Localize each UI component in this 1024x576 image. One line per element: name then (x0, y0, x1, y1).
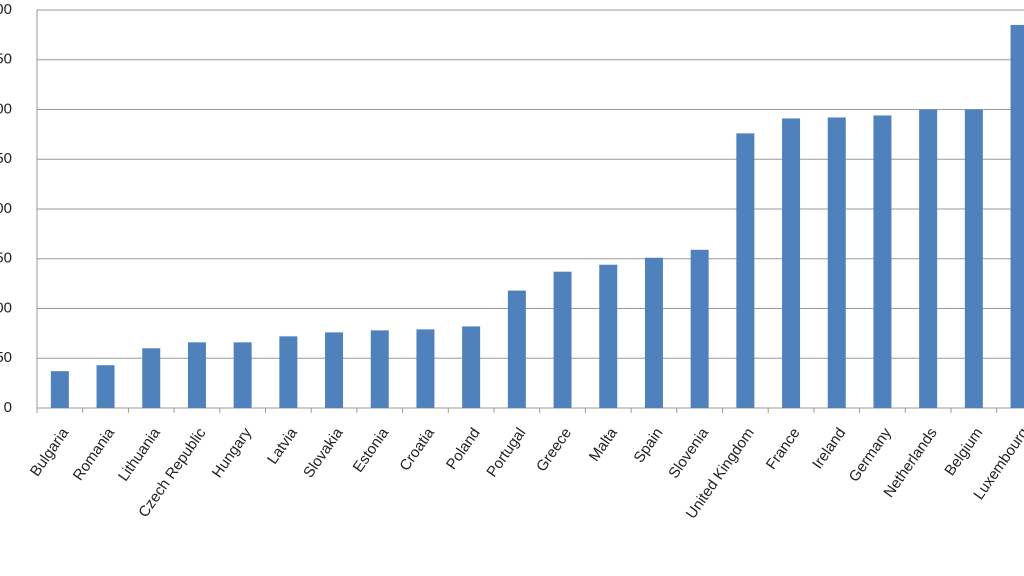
bar (507, 290, 526, 408)
y-tick-label: 350 (0, 51, 12, 68)
x-tick-label: Slovakia (300, 424, 347, 481)
bar (553, 271, 572, 408)
bar (416, 329, 435, 408)
x-tick-label: Ireland (809, 425, 849, 472)
bar (599, 264, 618, 408)
x-tick-label: France (763, 425, 804, 473)
bar (50, 371, 69, 408)
x-tick-label: Hungary (209, 424, 256, 481)
x-tick-label: Malta (586, 424, 621, 464)
bar (325, 332, 344, 408)
y-tick-label: 300 (0, 100, 12, 117)
bar (690, 249, 709, 408)
y-tick-label: 400 (0, 1, 12, 18)
bar (142, 348, 161, 408)
x-tick-label: Croatia (396, 424, 438, 474)
bar (279, 336, 298, 408)
bar (1010, 24, 1024, 409)
x-tick-label: Poland (443, 425, 484, 473)
x-tick-label: Lithuania (115, 424, 164, 484)
x-tick-label: Belgium (941, 425, 986, 479)
y-tick-label: 150 (0, 250, 12, 267)
bar (964, 109, 983, 408)
bar (736, 133, 755, 408)
x-tick-label: Bulgaria (27, 424, 73, 479)
y-tick-label: 200 (0, 200, 12, 217)
bar (919, 109, 938, 408)
y-tick-label: 250 (0, 150, 12, 167)
bar (827, 117, 846, 409)
bar (782, 118, 801, 408)
y-tick-label: 100 (0, 299, 12, 316)
x-tick-label: Romania (70, 424, 119, 483)
x-tick-label: Slovenia (665, 424, 712, 481)
bar (462, 326, 481, 408)
bar (644, 257, 663, 408)
x-tick-label: Spain (631, 425, 667, 466)
y-tick-label: 0 (4, 399, 12, 416)
bar (873, 115, 892, 408)
bar (96, 365, 115, 408)
bar (233, 342, 252, 408)
x-tick-label: Germany (846, 424, 896, 485)
y-tick-label: 50 (0, 349, 12, 366)
x-tick-label: Greece (533, 425, 575, 475)
bar (370, 330, 389, 408)
x-tick-label: Latvia (264, 424, 301, 467)
bar (187, 342, 206, 408)
x-tick-label: Estonia (350, 424, 393, 475)
x-tick-label: Portugal (483, 425, 529, 481)
